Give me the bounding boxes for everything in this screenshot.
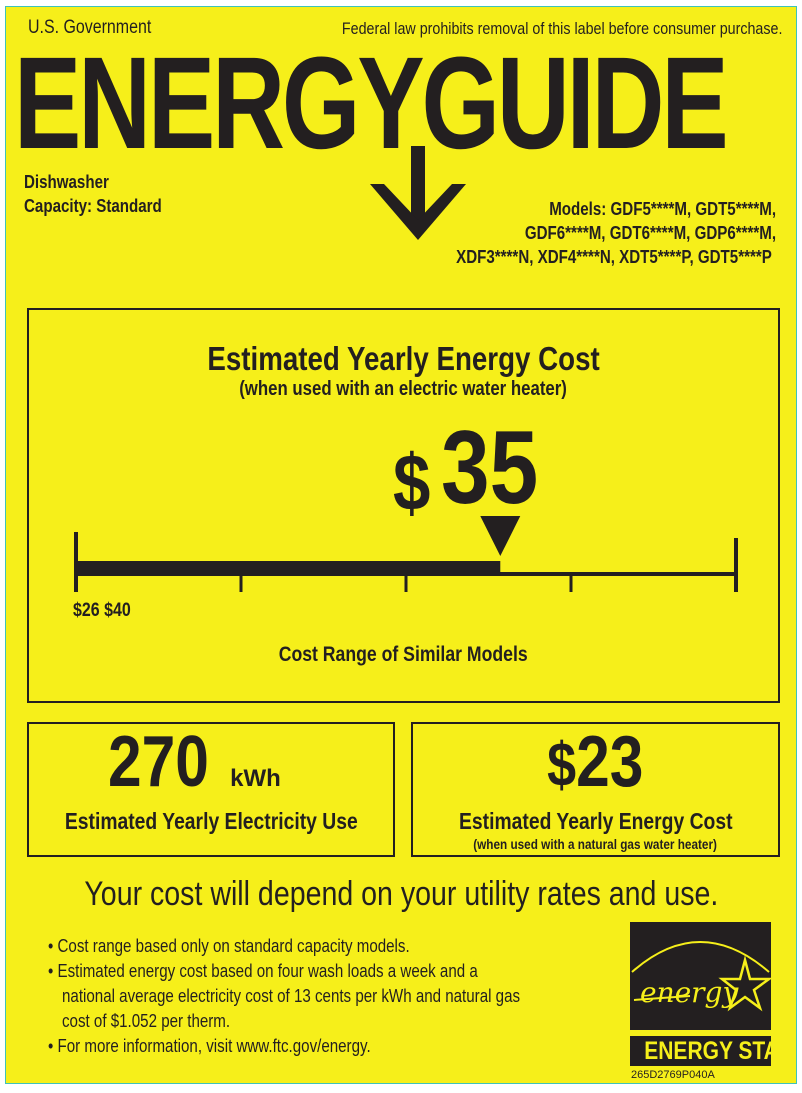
current-cost-marker-icon <box>480 516 521 556</box>
bullet-item-continued: national average electricity cost of 13 … <box>62 986 521 1006</box>
label-code: 265D2769P040A <box>631 1069 715 1081</box>
electricity-value: 270 kWh <box>108 722 281 802</box>
energyguide-label <box>5 6 797 1084</box>
us-government-text: U.S. Government <box>28 17 152 38</box>
scale-tick-max <box>734 538 738 592</box>
cost-dollar-sign: $ <box>393 438 431 527</box>
models-line: GDF6****M, GDT6****M, GDP6****M, <box>524 223 776 243</box>
cost-title: Estimated Yearly Energy Cost <box>207 340 600 377</box>
cost-value: 35 <box>441 410 539 526</box>
models-line: Models: GDF5****M, GDT5****M, <box>549 199 776 219</box>
bullet-item: • For more information, visit www.ftc.go… <box>48 1036 371 1056</box>
footer-headline: Your cost will depend on your utility ra… <box>84 875 718 913</box>
bullet-item: • Estimated energy cost based on four wa… <box>48 961 478 981</box>
scale-tick <box>239 574 243 592</box>
energyguide-title: ENERGYGUIDE <box>14 29 729 176</box>
footer-bullets: • Cost range based only on standard capa… <box>48 934 607 1059</box>
range-labels: $26 $40 <box>73 600 131 621</box>
scale-tick <box>404 574 408 592</box>
cost-range-scale <box>74 516 738 592</box>
electricity-box: 270 kWh Estimated Yearly Electricity Use <box>27 722 395 857</box>
energy-script: energy <box>640 976 739 1009</box>
bullet-item: • Cost range based only on standard capa… <box>48 936 410 956</box>
scale-fill <box>76 561 501 576</box>
models-line: XDF3****N, XDF4****N, XDT5****P, GDT5***… <box>456 247 772 267</box>
scale-tick <box>569 574 573 592</box>
scale-tick-min <box>74 532 78 592</box>
removal-notice: Federal law prohibits removal of this la… <box>341 19 782 38</box>
product-type: Dishwasher <box>24 172 109 192</box>
cost-subtitle: (when used with an electric water heater… <box>239 378 568 400</box>
arrow-down-icon <box>370 146 466 240</box>
range-caption: Cost Range of Similar Models <box>279 643 528 666</box>
electricity-unit: kWh <box>230 765 281 792</box>
gas-cost-value: $23 <box>547 722 644 802</box>
capacity: Capacity: Standard <box>24 196 162 216</box>
energy-star-logo: energy ENERGY STAR <box>630 922 794 1066</box>
yearly-cost-box: Estimated Yearly Energy Cost (when used … <box>27 308 780 703</box>
energy-star-icon: energy <box>630 922 771 1030</box>
gas-cost-sublabel: (when used with a natural gas water heat… <box>473 836 718 852</box>
energy-star-label: ENERGY STAR <box>630 1036 794 1066</box>
gas-cost-label: Estimated Yearly Energy Cost <box>458 808 733 834</box>
gas-cost-box: $23 Estimated Yearly Energy Cost (when u… <box>411 722 780 857</box>
electricity-label: Estimated Yearly Electricity Use <box>64 808 358 834</box>
bullet-item-continued: cost of $1.052 per therm. <box>62 1011 231 1031</box>
